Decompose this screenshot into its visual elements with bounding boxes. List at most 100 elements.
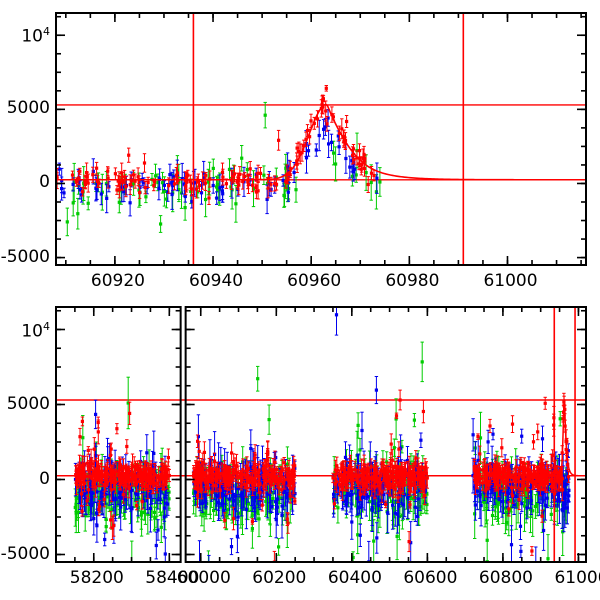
data-point bbox=[345, 119, 349, 124]
plot-data-group bbox=[56, 307, 586, 562]
data-point bbox=[116, 179, 120, 183]
data-point bbox=[329, 140, 334, 144]
data-point bbox=[134, 491, 138, 495]
data-point bbox=[241, 179, 245, 184]
data-point bbox=[146, 180, 150, 184]
data-point bbox=[558, 417, 562, 421]
data-point bbox=[99, 192, 103, 196]
data-point bbox=[516, 502, 520, 507]
data-point bbox=[249, 486, 253, 490]
data-point bbox=[353, 167, 357, 171]
data-point bbox=[266, 186, 270, 190]
data-point bbox=[243, 491, 247, 495]
data-point bbox=[204, 173, 208, 177]
data-point bbox=[110, 507, 114, 511]
data-point bbox=[358, 505, 362, 509]
data-point bbox=[156, 180, 160, 184]
data-point bbox=[357, 162, 361, 166]
data-point bbox=[126, 401, 130, 405]
data-point bbox=[368, 463, 372, 467]
data-point bbox=[336, 134, 340, 138]
data-point bbox=[208, 461, 212, 465]
model-fit-curve bbox=[56, 103, 586, 181]
data-point bbox=[250, 183, 255, 187]
data-point bbox=[274, 518, 278, 522]
data-point bbox=[356, 423, 360, 427]
data-point bbox=[490, 513, 495, 518]
data-point bbox=[148, 488, 152, 492]
data-point bbox=[94, 187, 98, 191]
data-point bbox=[94, 412, 98, 416]
data-point bbox=[348, 493, 352, 497]
data-point bbox=[308, 135, 312, 139]
data-point bbox=[123, 187, 127, 191]
data-point bbox=[123, 175, 127, 179]
data-point bbox=[336, 506, 340, 510]
data-point bbox=[143, 186, 147, 190]
data-point bbox=[218, 186, 222, 190]
data-point bbox=[528, 507, 533, 511]
data-point bbox=[167, 184, 171, 188]
data-point bbox=[146, 512, 150, 516]
data-point bbox=[200, 500, 204, 504]
data-point bbox=[246, 502, 250, 506]
data-point bbox=[128, 201, 132, 205]
data-point bbox=[306, 149, 311, 153]
data-point bbox=[132, 182, 136, 186]
data-point bbox=[156, 528, 160, 532]
data-point bbox=[80, 193, 84, 197]
data-point bbox=[200, 501, 204, 506]
data-point bbox=[240, 156, 244, 160]
data-point bbox=[344, 502, 348, 507]
data-point bbox=[401, 503, 405, 507]
data-point bbox=[297, 150, 301, 154]
data-point bbox=[193, 181, 197, 185]
data-point bbox=[193, 489, 197, 494]
data-point bbox=[531, 509, 535, 513]
data-point bbox=[117, 200, 121, 204]
data-point bbox=[104, 492, 108, 496]
data-point bbox=[207, 196, 211, 200]
data-point bbox=[246, 180, 250, 184]
data-point bbox=[180, 177, 184, 181]
data-point bbox=[76, 212, 80, 216]
data-point bbox=[527, 485, 531, 489]
data-point bbox=[294, 188, 298, 192]
data-point bbox=[129, 488, 133, 493]
data-point bbox=[111, 486, 115, 490]
data-point bbox=[369, 180, 373, 185]
data-point bbox=[416, 497, 420, 501]
data-point bbox=[116, 482, 120, 486]
data-point bbox=[378, 508, 382, 512]
data-point bbox=[172, 175, 176, 179]
data-point bbox=[227, 167, 232, 171]
data-point bbox=[112, 490, 116, 494]
data-point bbox=[496, 500, 501, 504]
data-point bbox=[286, 177, 290, 182]
data-point bbox=[77, 176, 81, 180]
data-point bbox=[215, 196, 219, 200]
data-point bbox=[357, 149, 362, 153]
data-point bbox=[234, 202, 238, 206]
data-point bbox=[120, 185, 124, 189]
data-point bbox=[170, 192, 174, 197]
data-point bbox=[183, 206, 187, 210]
data-point bbox=[120, 171, 124, 175]
data-point bbox=[423, 490, 427, 494]
data-point bbox=[74, 511, 78, 515]
data-point bbox=[478, 436, 483, 440]
data-point bbox=[348, 165, 352, 169]
data-point bbox=[254, 175, 258, 179]
data-point bbox=[409, 495, 413, 499]
data-point bbox=[535, 502, 539, 506]
data-point bbox=[71, 182, 75, 186]
data-point bbox=[85, 175, 89, 179]
data-point bbox=[136, 483, 140, 487]
data-point bbox=[286, 494, 290, 498]
data-point bbox=[202, 511, 206, 515]
data-point bbox=[471, 474, 475, 478]
data-point bbox=[236, 491, 240, 495]
data-point bbox=[320, 103, 324, 107]
data-point bbox=[343, 455, 348, 459]
data-point bbox=[292, 170, 296, 175]
